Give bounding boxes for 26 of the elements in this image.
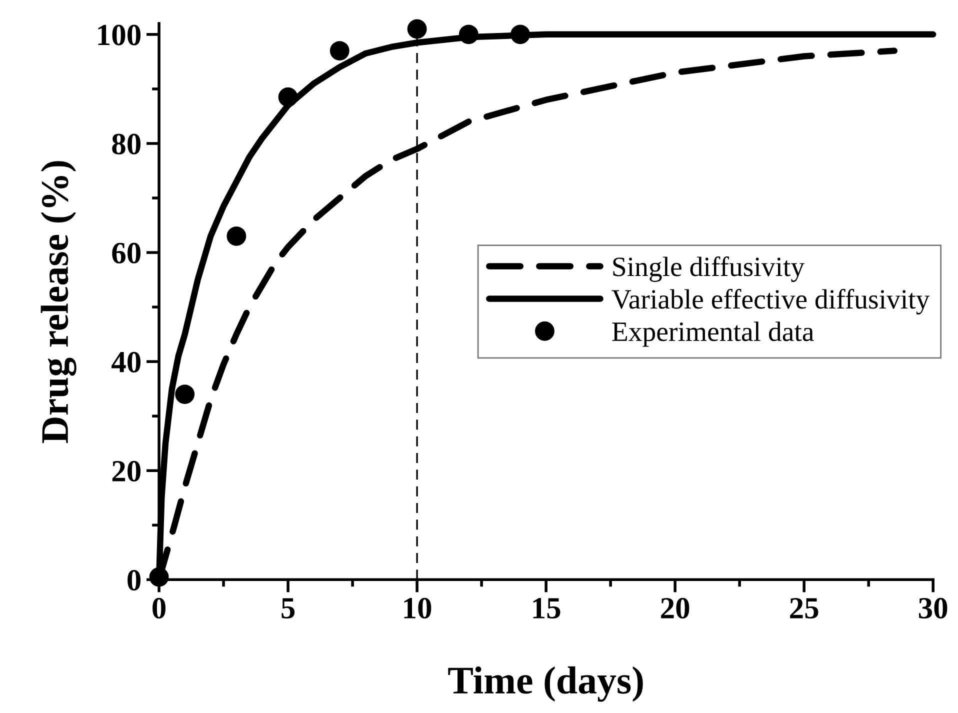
x-tick-label: 25	[790, 598, 818, 619]
point	[458, 24, 478, 44]
y-tick-label: 100	[98, 24, 140, 46]
x-tick-label: 30	[918, 598, 948, 619]
y-tick-label: 0	[128, 570, 140, 591]
legend-label: Variable effective diffusivity	[612, 288, 930, 314]
y-tick-label: 60	[112, 242, 140, 264]
point	[175, 384, 195, 404]
y-axis-title: Drug release (%)	[40, 161, 76, 444]
x-axis-title: Time (days)	[448, 666, 643, 702]
point	[149, 567, 169, 587]
x-tick-label: 15	[533, 598, 560, 619]
x-tick-label: 10	[404, 598, 432, 619]
x-tick-label: 0	[152, 598, 166, 619]
x-tick-label: 20	[661, 598, 690, 619]
y-tick-label: 80	[112, 134, 140, 154]
point	[330, 41, 350, 61]
x-tick-label: 5	[282, 598, 295, 619]
y-tick-label: 40	[112, 352, 140, 372]
point	[510, 24, 530, 44]
y-tick-label: 20	[112, 460, 140, 482]
point	[278, 87, 298, 107]
legend-label: Experimental data	[612, 322, 814, 347]
legend-label: Single diffusivity	[613, 256, 804, 282]
point	[407, 19, 427, 39]
point	[226, 226, 246, 246]
